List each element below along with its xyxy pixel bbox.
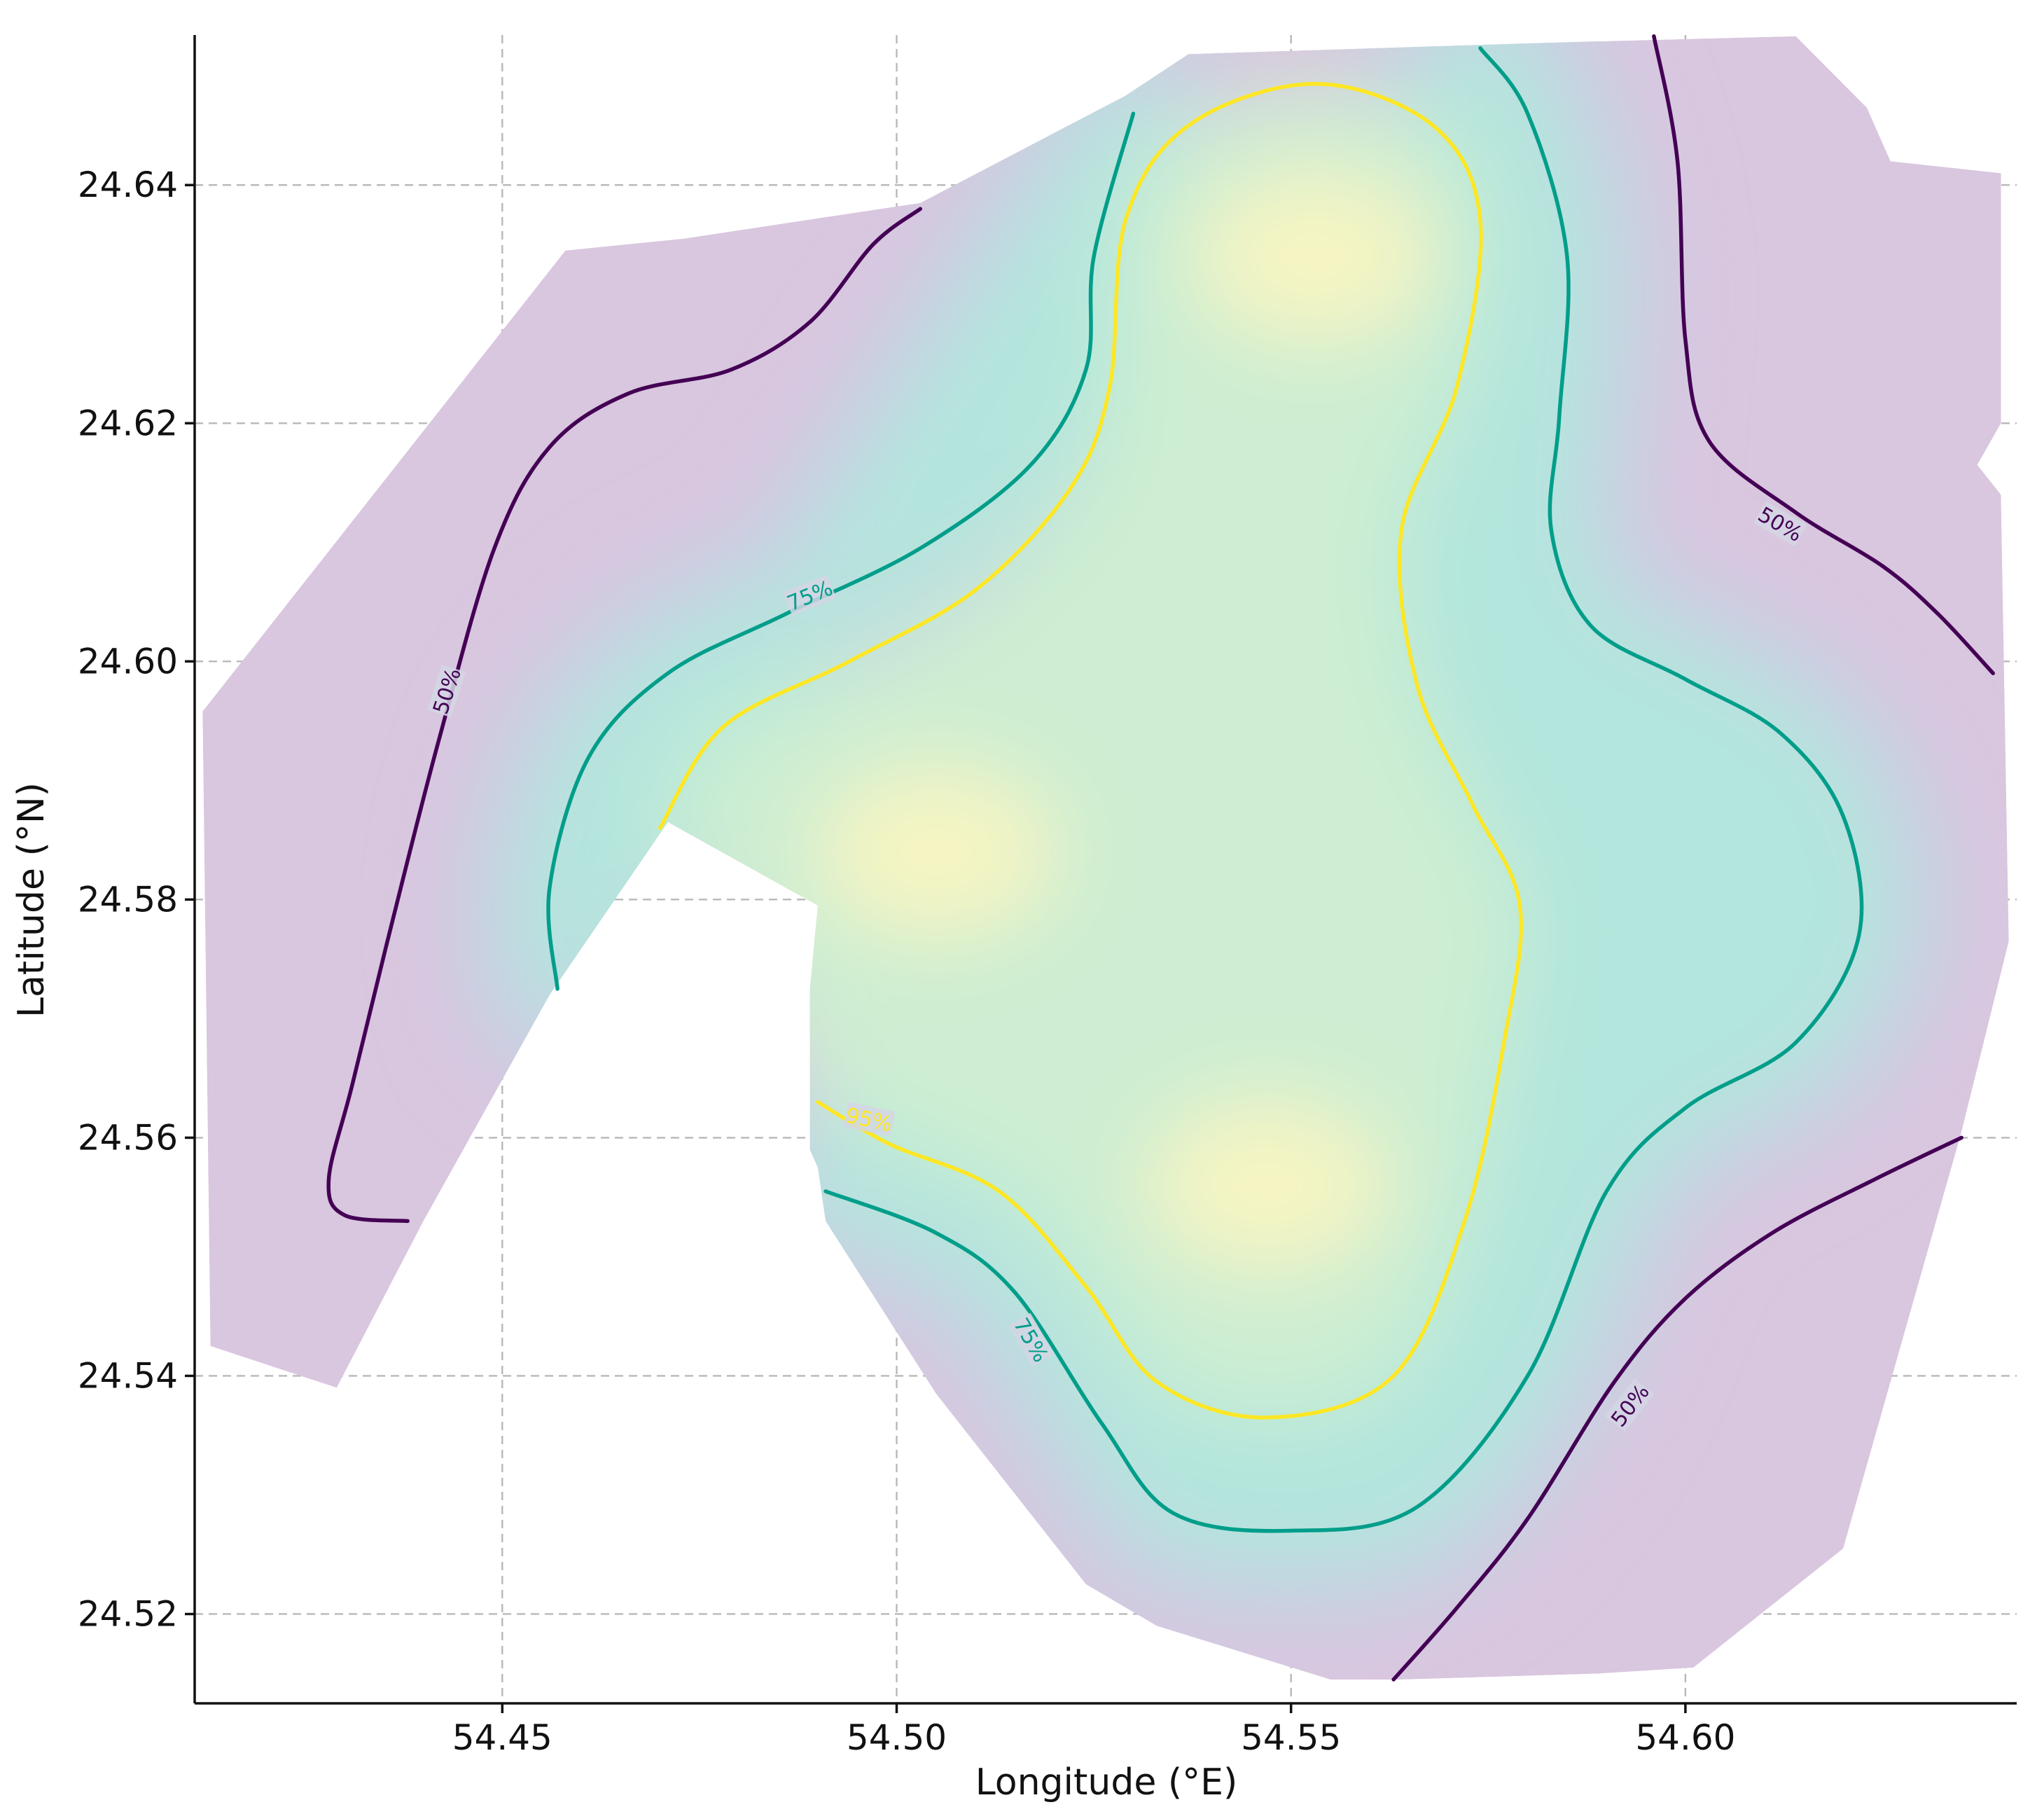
contour-label-bg (1605, 1378, 1655, 1432)
x-tick-label: 54.45 (452, 1717, 552, 1758)
y-tick-label: 24.56 (78, 1117, 178, 1158)
contour-label-bg (782, 574, 837, 616)
contour-lines (326, 34, 1995, 1682)
y-tick-label: 24.64 (78, 165, 178, 205)
y-tick-label: 24.52 (78, 1593, 178, 1634)
contour-line-50pct (326, 207, 923, 1224)
contour-line-95pct (658, 81, 1523, 1420)
y-tick-label: 24.58 (78, 879, 178, 920)
axes: 54.45 54.50 54.55 54.60 24.52 24.54 24.56 24.58… (78, 35, 2017, 1758)
y-tick-label: 24.60 (78, 641, 178, 681)
band-95 (660, 83, 1522, 1418)
contour-line-50pct (1652, 34, 1995, 676)
contour-line-75pct (823, 46, 1864, 1533)
density-peak (816, 768, 1055, 936)
x-tick-label: 54.55 (1241, 1717, 1341, 1758)
contour-label-group: 95% (843, 1102, 896, 1137)
contour-line-75pct (546, 111, 1136, 991)
density-peak (1195, 172, 1434, 341)
y-tick-label: 24.54 (78, 1355, 178, 1396)
contour-label-bg (426, 664, 466, 718)
contour-label-bg (1008, 1313, 1055, 1367)
x-tick-label: 54.60 (1635, 1717, 1735, 1758)
density-peak (1148, 1101, 1386, 1270)
contour-label-bg (843, 1102, 896, 1137)
y-axis-label: Latitude (°N) (11, 782, 53, 1018)
contour-label-bg (1753, 501, 1808, 547)
x-tick-label: 54.50 (847, 1717, 947, 1758)
x-axis-label: Longitude (°E) (975, 1761, 1238, 1803)
density-fill (202, 36, 2009, 1680)
contour-line-50pct (1391, 1135, 1963, 1682)
y-tick-label: 24.62 (78, 403, 178, 443)
